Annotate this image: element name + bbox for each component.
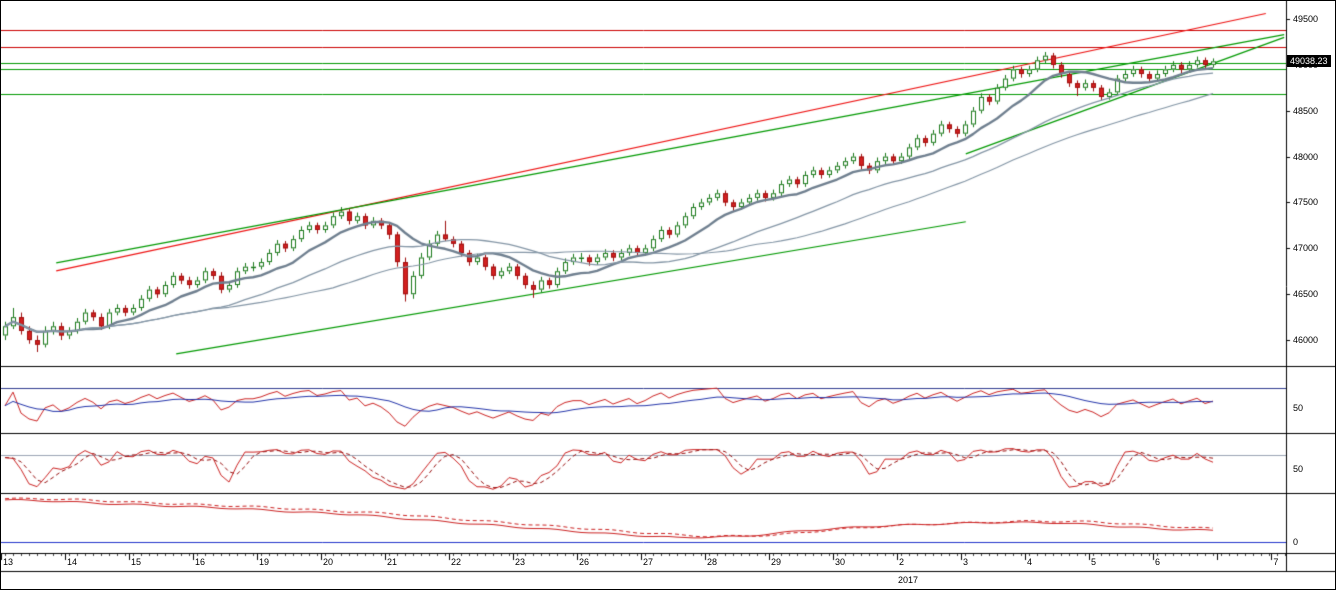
year-label: 2017 (898, 575, 919, 585)
last-price-tag: 49038.23 (1287, 55, 1331, 68)
